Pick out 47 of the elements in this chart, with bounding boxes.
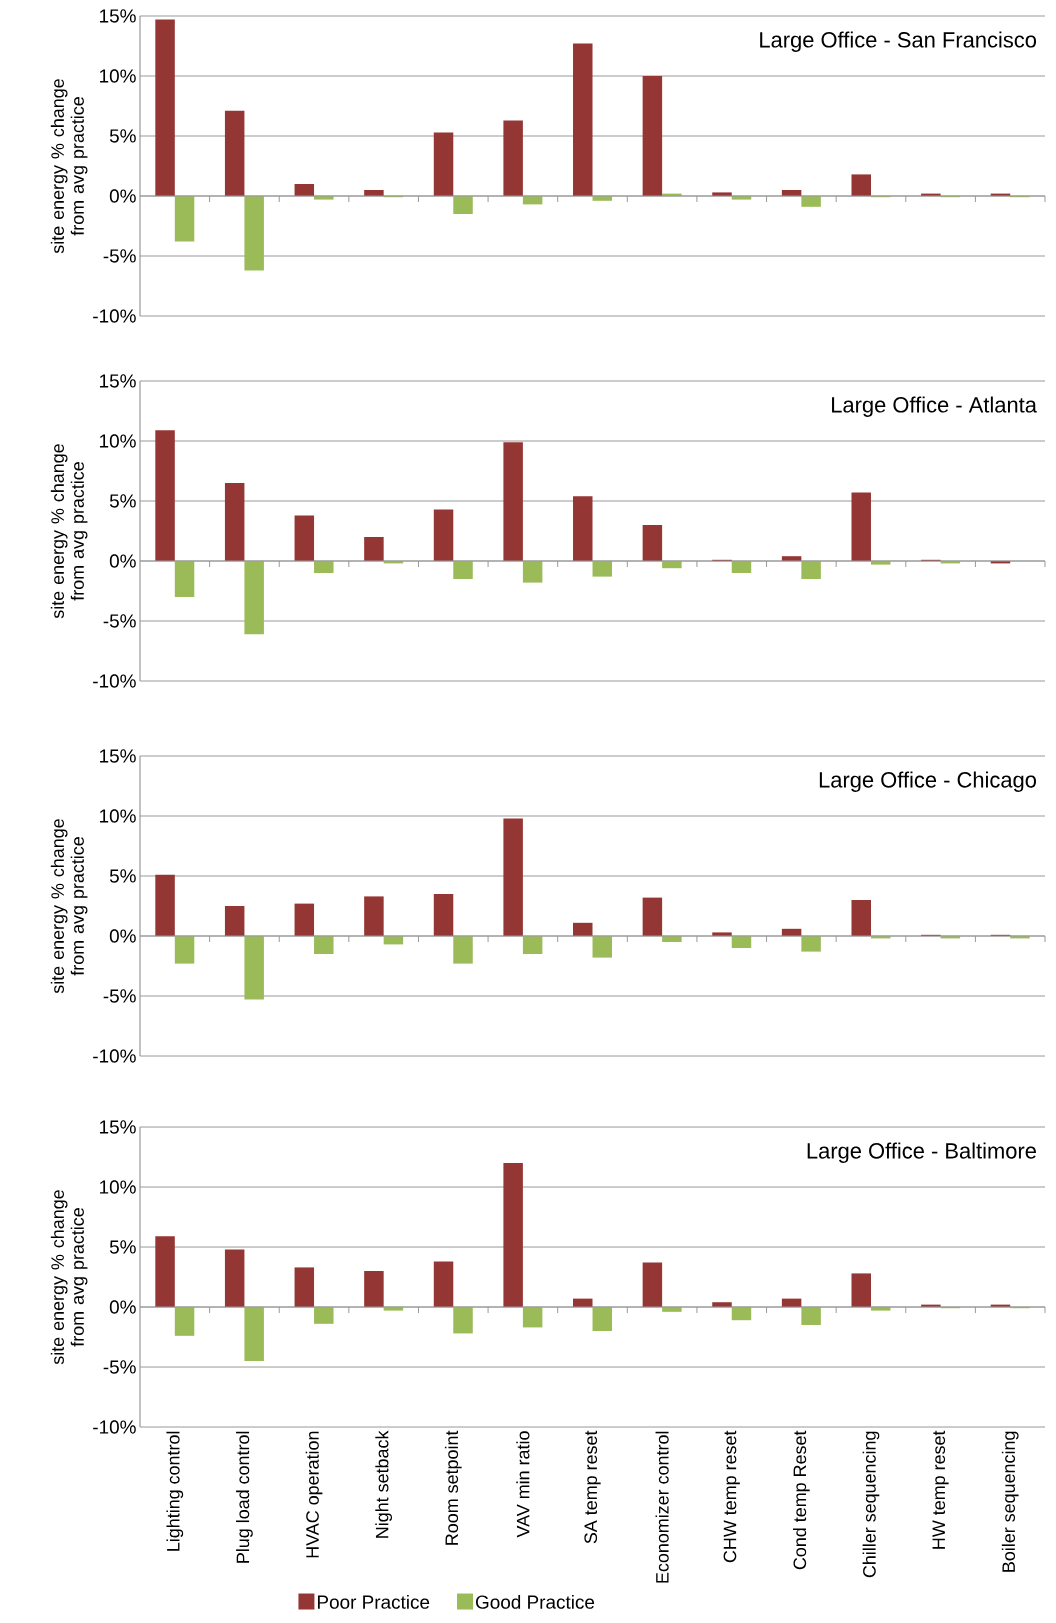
y-axis-title: site energy % change from avg practice (50, 1190, 88, 1365)
y-tick-label: 0% (109, 189, 136, 203)
y-tick-label: 10% (100, 69, 136, 83)
y-tick-label: 5% (109, 869, 136, 883)
x-tick-label: HVAC operation (305, 1431, 323, 1558)
y-tick-label: -5% (103, 614, 136, 628)
y-tick-label: 10% (100, 809, 136, 823)
y-tick-label: 15% (100, 9, 136, 23)
x-tick-label: Lighting control (166, 1431, 184, 1551)
x-tick-label: Boiler sequencing (1001, 1431, 1019, 1572)
y-axis-title: site energy % change from avg practice (50, 819, 88, 994)
text: Large Office - Atlanta (832, 396, 1037, 417)
y-tick-label: 0% (109, 1300, 136, 1314)
y-tick-label: 15% (100, 374, 136, 388)
y-tick-label: 10% (100, 1180, 136, 1194)
y-tick-label: 0% (109, 929, 136, 943)
y-tick-label: 5% (109, 494, 136, 508)
legend-label: Good Practice (475, 1594, 595, 1609)
y-tick-label: 15% (100, 749, 136, 763)
y-tick-label: -5% (103, 989, 136, 1003)
x-tick-label: Economizer control (655, 1431, 669, 1583)
y-tick-label: 5% (109, 1240, 136, 1254)
y-tick-label: -10% (93, 1049, 136, 1063)
y-axis-title: site energy % change from avg practice (50, 444, 88, 619)
x-tick-label: HW temp reset (932, 1430, 949, 1549)
y-axis-title: site energy % change from avg practice (50, 79, 88, 254)
y-tick-label: 15% (100, 1120, 136, 1134)
x-tick-label: Room setpoint (444, 1430, 462, 1545)
y-tick-label: -10% (93, 674, 136, 688)
x-tick-label: SA temp reset (584, 1430, 601, 1544)
legend-label: Poor Practice (317, 1594, 430, 1609)
text: Large Office - San Francisco (760, 31, 1037, 52)
x-tick-label: Chiller sequencing (862, 1431, 880, 1578)
x-tick-label: Cond temp Reset (792, 1430, 810, 1570)
text: Large Office - Baltimore (807, 1142, 1036, 1163)
x-tick-label: CHW temp reset (723, 1430, 740, 1563)
x-tick-label: VAV min ratio (516, 1431, 530, 1538)
y-tick-label: 5% (109, 129, 136, 143)
y-tick-label: -5% (103, 249, 136, 263)
text: Large Office - Chicago (819, 771, 1036, 792)
y-tick-label: -10% (93, 309, 136, 323)
y-tick-label: -5% (103, 1360, 136, 1374)
x-tick-label: Night setback (375, 1430, 393, 1538)
y-tick-label: 0% (109, 554, 136, 568)
x-tick-label: Plug load control (236, 1431, 253, 1563)
y-tick-label: -10% (93, 1420, 136, 1434)
y-tick-label: 10% (100, 434, 136, 448)
